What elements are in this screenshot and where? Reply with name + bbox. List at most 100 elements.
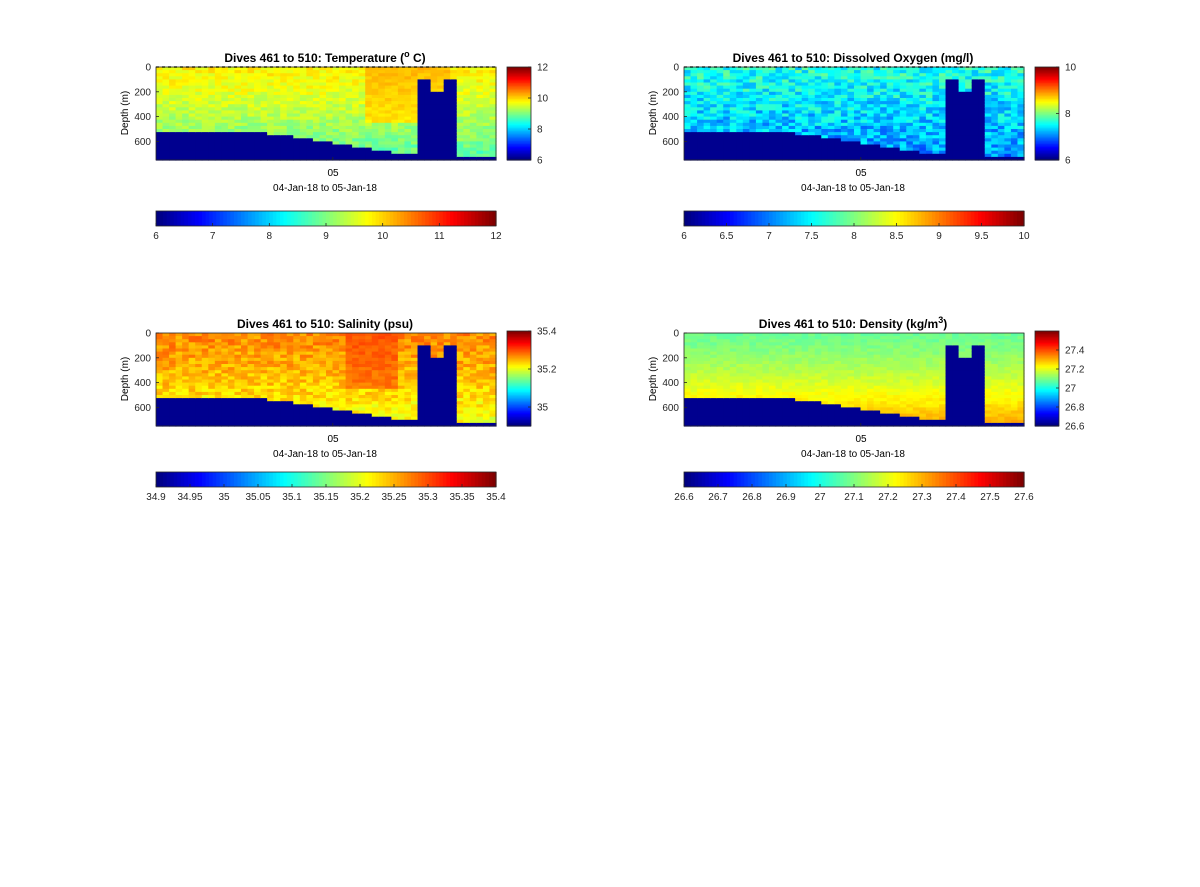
heat-cell <box>175 119 183 124</box>
heat-cell <box>280 385 288 390</box>
heat-cell <box>476 85 484 90</box>
heat-cell <box>971 82 979 87</box>
heat-cell <box>175 156 183 161</box>
heat-cell <box>703 107 711 111</box>
heat-cell <box>326 79 334 84</box>
heat-cell <box>978 156 986 161</box>
heat-cell <box>469 348 477 353</box>
heat-cell <box>886 116 894 121</box>
heat-cell <box>443 91 451 96</box>
heat-cell <box>241 67 249 71</box>
heat-cell <box>430 135 438 139</box>
heat-cell <box>345 101 353 105</box>
heat-cell <box>201 70 209 74</box>
heat-cell <box>169 373 177 377</box>
heat-cell <box>860 129 868 133</box>
heat-cell <box>306 98 314 102</box>
heat-cell <box>899 110 907 115</box>
heat-cell <box>188 388 196 393</box>
heat-cell <box>821 91 829 96</box>
heat-cell <box>241 156 249 161</box>
heat-cell <box>365 104 373 108</box>
heat-cell <box>958 94 966 99</box>
heat-cell <box>273 342 281 346</box>
heat-cell <box>221 391 229 396</box>
heat-cell <box>775 70 783 74</box>
heat-cell <box>463 73 471 77</box>
heat-cell <box>417 336 425 340</box>
hbar-band <box>400 211 405 226</box>
hbar-band <box>885 211 891 226</box>
colorbar-frame <box>506 66 532 161</box>
heat-cell <box>156 107 164 111</box>
heat-cell <box>312 73 321 77</box>
heat-cell <box>162 153 170 158</box>
heat-cell <box>214 388 222 393</box>
heat-cell <box>234 153 242 158</box>
heat-cell <box>463 67 471 71</box>
heat-cell <box>208 395 216 399</box>
heat-cell <box>443 116 451 121</box>
heat-cell <box>195 119 203 124</box>
heat-cell <box>352 419 360 424</box>
heat-cell <box>469 376 477 381</box>
heat-cell <box>762 138 770 142</box>
heat-cell <box>260 376 268 381</box>
heat-cell <box>1004 113 1012 118</box>
heat-cell <box>1004 153 1012 158</box>
heat-cell <box>378 150 386 155</box>
heat-cell <box>978 132 986 136</box>
heat-cell <box>880 156 888 161</box>
heat-cell <box>437 345 445 350</box>
heat-cell <box>854 153 862 158</box>
heat-cell <box>932 156 940 161</box>
heat-cell <box>450 395 458 399</box>
heat-cell <box>221 333 229 337</box>
heat-cell <box>156 351 164 356</box>
heat-cell <box>273 404 281 408</box>
heat-cell <box>227 360 236 365</box>
heat-cell <box>267 132 275 136</box>
heat-cell <box>782 101 790 105</box>
heat-cell <box>697 138 705 142</box>
heat-cell <box>332 82 340 87</box>
heat-cell <box>801 122 809 127</box>
heat-cell <box>214 404 222 408</box>
heat-cell <box>247 373 255 377</box>
heat-cell <box>208 113 216 118</box>
heat-cell <box>188 98 196 102</box>
heat-cell <box>742 132 750 136</box>
heat-cell <box>840 85 849 90</box>
heat-cell <box>247 101 255 105</box>
heat-cell <box>723 98 731 102</box>
heat-cell <box>873 67 881 71</box>
heat-cell <box>319 67 327 71</box>
heat-cell <box>899 138 907 142</box>
heat-cell <box>214 407 222 412</box>
heat-cell <box>775 91 783 96</box>
heat-cell <box>280 345 288 350</box>
hbar-band <box>347 211 352 226</box>
heat-cell <box>840 101 849 105</box>
heat-cell <box>476 150 484 155</box>
heat-cell <box>411 107 419 111</box>
heat-cell <box>893 110 901 115</box>
heat-cell <box>443 407 451 412</box>
heat-cell <box>267 73 275 77</box>
heat-cell <box>208 385 216 390</box>
heat-cell <box>214 419 222 424</box>
heat-cell <box>945 104 953 108</box>
heat-cell <box>326 336 334 340</box>
heat-cell <box>997 113 1005 118</box>
heat-cell <box>352 82 360 87</box>
heat-cell <box>267 398 275 402</box>
hbar-band <box>311 211 316 226</box>
heat-cell <box>286 107 294 111</box>
heat-cell <box>703 122 711 127</box>
heat-cell <box>443 98 451 102</box>
heat-cell <box>716 76 724 80</box>
heat-cell <box>156 391 164 396</box>
heat-cell <box>808 141 816 146</box>
heat-cell <box>769 116 777 121</box>
heat-cell <box>280 98 288 102</box>
